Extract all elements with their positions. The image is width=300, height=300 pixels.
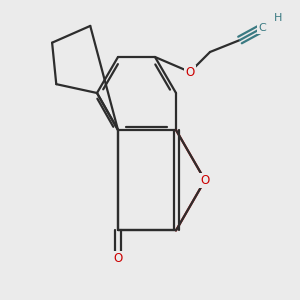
Text: O: O [185,65,195,79]
Text: C: C [258,23,266,33]
Text: O: O [200,174,210,187]
Text: H: H [274,13,282,23]
Text: O: O [113,252,123,265]
